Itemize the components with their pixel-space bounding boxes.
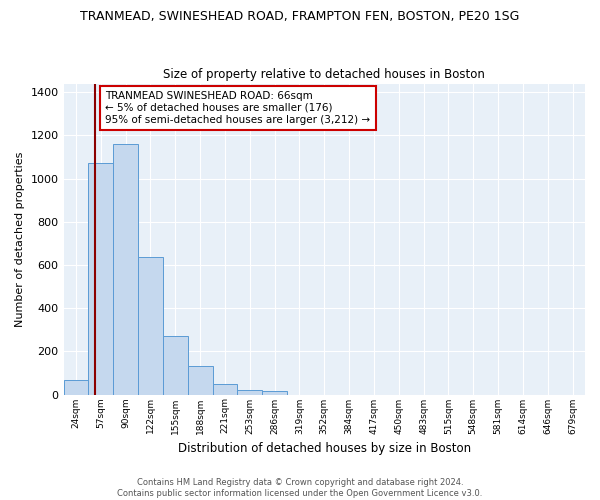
Bar: [113, 144, 138, 395]
Y-axis label: Number of detached properties: Number of detached properties: [15, 152, 25, 326]
Text: TRANMEAD, SWINESHEAD ROAD, FRAMPTON FEN, BOSTON, PE20 1SG: TRANMEAD, SWINESHEAD ROAD, FRAMPTON FEN,…: [80, 10, 520, 23]
Bar: [238, 390, 262, 394]
Text: TRANMEAD SWINESHEAD ROAD: 66sqm
← 5% of detached houses are smaller (176)
95% of: TRANMEAD SWINESHEAD ROAD: 66sqm ← 5% of …: [105, 92, 370, 124]
Bar: [212, 384, 238, 394]
Bar: [64, 380, 88, 394]
Text: Contains HM Land Registry data © Crown copyright and database right 2024.
Contai: Contains HM Land Registry data © Crown c…: [118, 478, 482, 498]
Bar: [262, 390, 287, 394]
Bar: [88, 164, 113, 394]
Bar: [138, 258, 163, 394]
Bar: [188, 366, 212, 394]
Bar: [163, 336, 188, 394]
X-axis label: Distribution of detached houses by size in Boston: Distribution of detached houses by size …: [178, 442, 471, 455]
Title: Size of property relative to detached houses in Boston: Size of property relative to detached ho…: [163, 68, 485, 81]
